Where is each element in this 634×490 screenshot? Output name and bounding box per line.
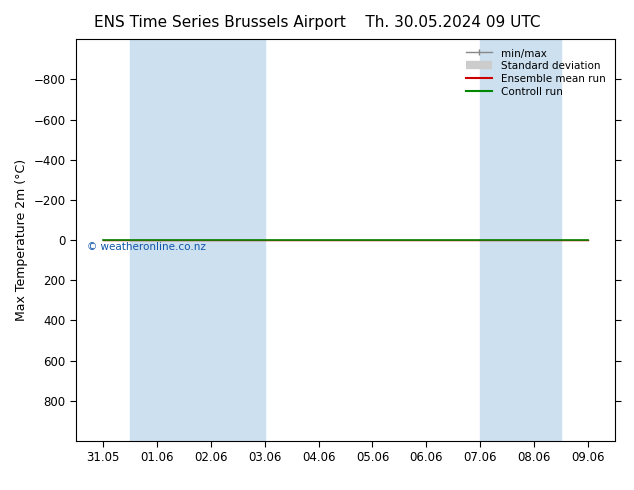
Text: © weatheronline.co.nz: © weatheronline.co.nz (87, 242, 205, 252)
Bar (481, 39, 561, 441)
Legend: min/max, Standard deviation, Ensemble mean run, Controll run: min/max, Standard deviation, Ensemble me… (463, 45, 609, 100)
Text: ENS Time Series Brussels Airport    Th. 30.05.2024 09 UTC: ENS Time Series Brussels Airport Th. 30.… (94, 15, 540, 30)
Y-axis label: Max Temperature 2m (°C): Max Temperature 2m (°C) (15, 159, 28, 321)
Bar (130, 39, 265, 441)
